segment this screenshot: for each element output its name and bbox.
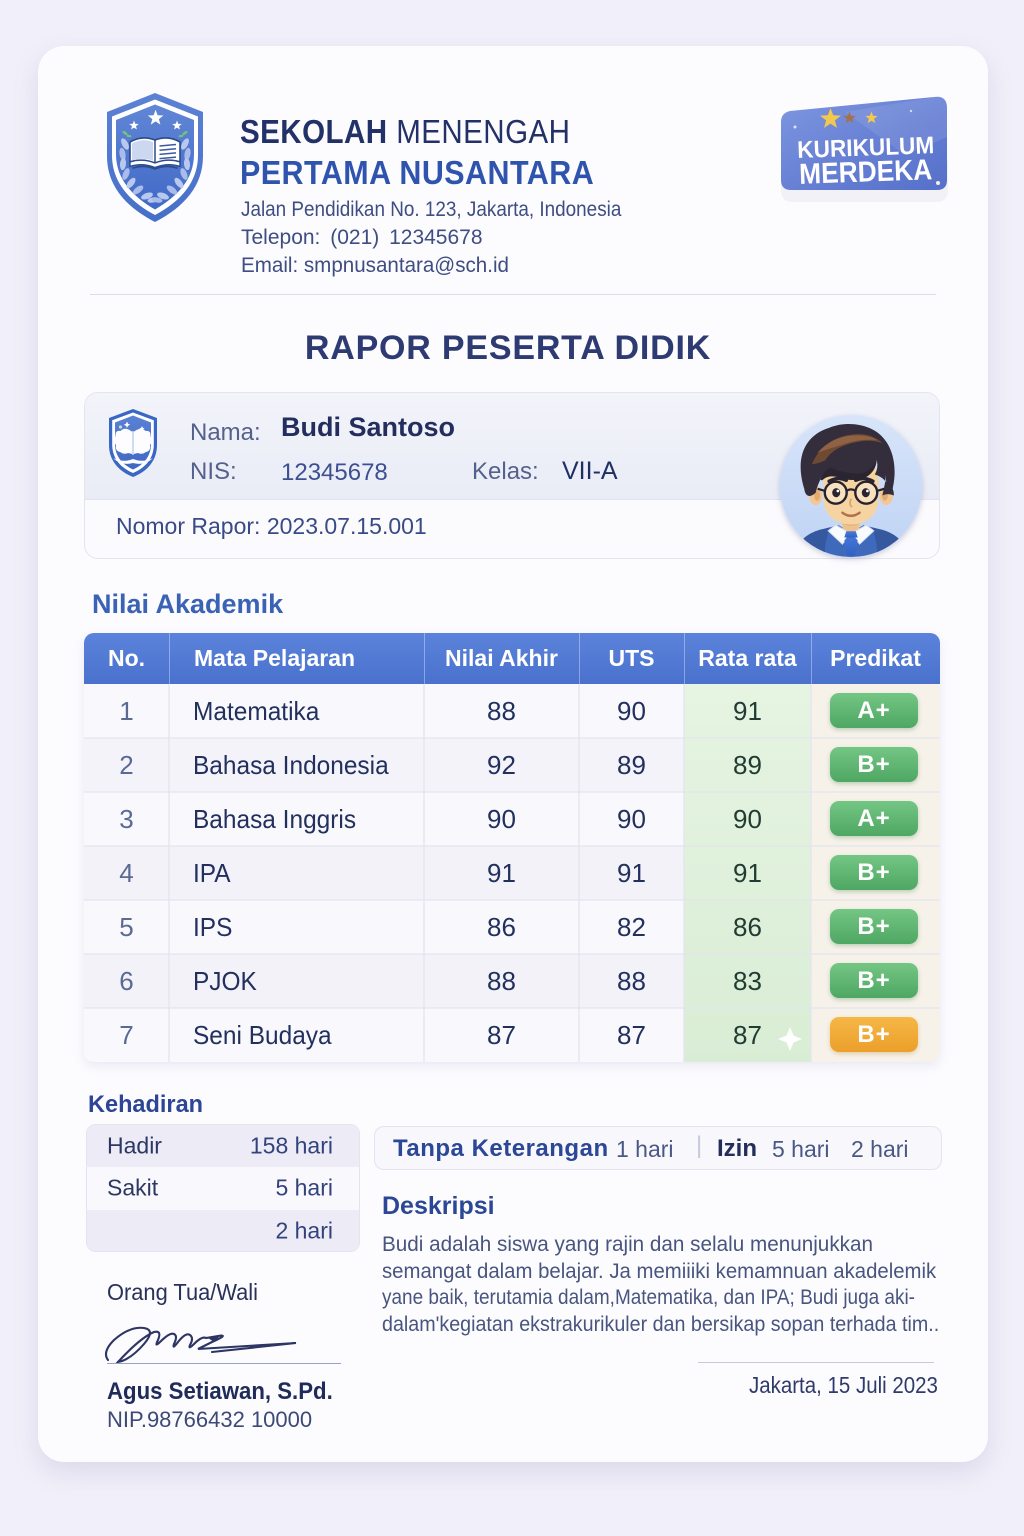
- svg-text:MERDEKA: MERDEKA: [799, 154, 933, 191]
- svg-text:KURIKULUM: KURIKULUM: [797, 132, 935, 164]
